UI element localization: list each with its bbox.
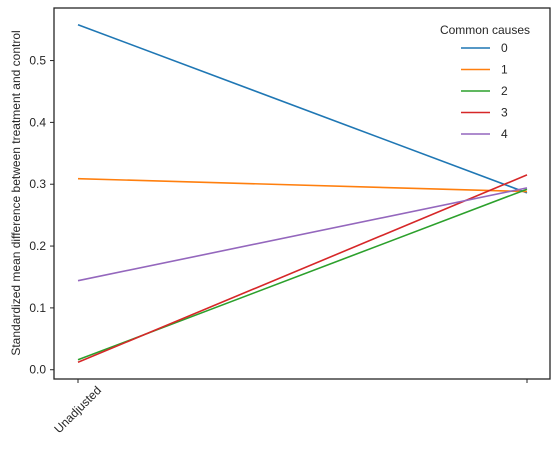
legend-label-4: 4	[501, 127, 508, 141]
y-tick-label: 0.2	[29, 239, 46, 253]
legend-items: 0 1 2 3 4	[461, 41, 508, 141]
plot-area-frame	[53, 7, 551, 380]
y-tick-label: 0.0	[29, 363, 46, 377]
y-tick-label: 0.5	[29, 54, 46, 68]
y-axis-label: Standardized mean difference between tre…	[9, 30, 23, 355]
series-line-0	[77, 23, 528, 194]
legend-title: Common causes	[440, 23, 530, 37]
y-tick-label: 0.4	[29, 115, 46, 129]
series-layer	[77, 23, 528, 364]
y-tick-label: 0.3	[29, 177, 46, 191]
y-axis: 0.0 0.1 0.2 0.3 0.4 0.5	[29, 54, 54, 377]
legend-label-3: 3	[501, 106, 508, 120]
series-line-3	[77, 174, 528, 364]
legend-label-2: 2	[501, 84, 508, 98]
x-tick-label: Unadjusted	[51, 383, 104, 436]
legend: Common causes 0 1 2 3 4	[440, 23, 530, 141]
series-line-1	[77, 177, 528, 193]
x-axis: Unadjusted	[51, 379, 528, 436]
legend-label-1: 1	[501, 63, 508, 77]
series-line-4	[77, 187, 528, 282]
y-tick-label: 0.1	[29, 301, 46, 315]
legend-label-0: 0	[501, 41, 508, 55]
